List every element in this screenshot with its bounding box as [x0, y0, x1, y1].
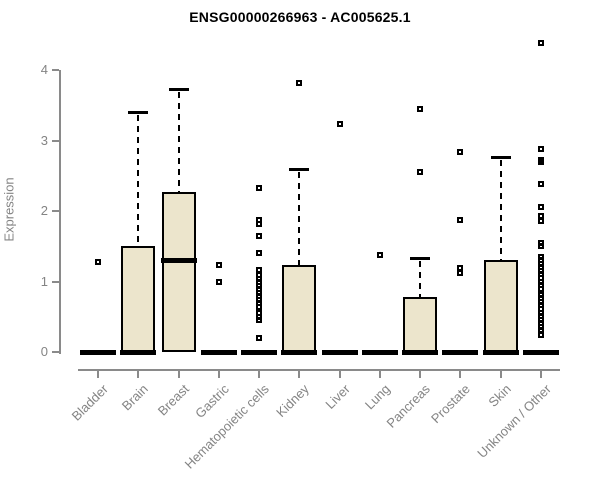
- median-line: [402, 349, 439, 355]
- outlier-point: [417, 106, 424, 113]
- whisker: [419, 261, 422, 297]
- median-line: [120, 349, 157, 355]
- y-tick-label: 0: [40, 344, 48, 359]
- outlier-point: [417, 169, 424, 176]
- y-axis-tick: [52, 139, 59, 142]
- outlier-point: [537, 40, 544, 47]
- box-skin: [483, 260, 518, 352]
- chart-title: ENSG00000266963 - AC005625.1: [189, 9, 411, 25]
- outlier-point: [256, 317, 263, 324]
- x-axis-tick: [338, 371, 341, 378]
- y-tick-label: 2: [40, 203, 48, 218]
- x-axis-tick: [539, 371, 542, 378]
- whisker: [298, 171, 301, 265]
- median-line: [80, 349, 116, 355]
- outlier-point: [457, 148, 464, 155]
- outlier-point: [256, 232, 263, 239]
- x-axis-tick: [378, 371, 381, 378]
- outlier-point: [336, 121, 343, 128]
- y-tick-label: 1: [40, 273, 48, 289]
- y-axis-line: [59, 70, 61, 354]
- median-line: [482, 349, 519, 355]
- whisker-cap: [289, 167, 310, 171]
- y-axis-label: Expression: [1, 177, 17, 242]
- outlier-point: [296, 79, 303, 86]
- median-line: [160, 257, 197, 263]
- x-axis-tick: [137, 371, 140, 378]
- y-tick-label: 4: [40, 62, 48, 77]
- whisker: [137, 115, 140, 247]
- outlier-point: [215, 261, 222, 268]
- outlier-point: [537, 180, 544, 187]
- y-axis-tick: [52, 69, 59, 71]
- outlier-point: [537, 203, 544, 210]
- outlier-point: [376, 251, 383, 258]
- outlier-point: [537, 332, 544, 339]
- whisker-cap: [410, 257, 431, 261]
- median-line: [442, 349, 479, 355]
- x-axis-tick: [499, 371, 502, 378]
- box-breast: [161, 191, 196, 352]
- outlier-point: [256, 220, 263, 227]
- x-axis-tick: [258, 371, 261, 378]
- x-axis-tick: [459, 371, 462, 378]
- outlier-point: [537, 217, 544, 224]
- outlier-point: [256, 184, 263, 191]
- outlier-point: [457, 270, 464, 277]
- whisker: [499, 159, 502, 261]
- y-tick-label: 3: [40, 132, 48, 148]
- box-pancreas: [403, 297, 438, 352]
- median-line: [361, 349, 398, 355]
- x-axis-tick: [217, 371, 220, 378]
- box-kidney: [282, 264, 317, 352]
- median-line: [200, 349, 237, 355]
- outlier-point: [256, 250, 263, 257]
- y-axis-tick: [52, 351, 59, 353]
- x-axis-tick: [419, 371, 422, 378]
- x-axis-tick: [97, 371, 99, 378]
- whisker-cap: [168, 88, 189, 92]
- box-brain: [121, 246, 156, 352]
- whisker-cap: [490, 155, 511, 159]
- outlier-point: [537, 243, 544, 250]
- outlier-point: [256, 303, 263, 310]
- whisker-cap: [128, 111, 149, 115]
- median-line: [281, 349, 318, 355]
- median-line: [321, 349, 358, 355]
- outlier-point: [256, 334, 263, 341]
- x-axis-tick: [298, 371, 301, 378]
- outlier-point: [537, 145, 544, 152]
- outlier-point: [537, 159, 544, 166]
- whisker: [177, 92, 180, 192]
- x-axis-tick: [177, 371, 180, 378]
- median-line: [522, 349, 559, 355]
- outlier-point: [537, 285, 544, 292]
- outlier-point: [457, 217, 464, 224]
- x-axis-line: [78, 369, 560, 371]
- y-axis-tick: [52, 280, 59, 283]
- median-line: [241, 349, 278, 355]
- outlier-point: [95, 259, 101, 266]
- y-axis-tick: [52, 210, 59, 212]
- outlier-point: [215, 279, 222, 286]
